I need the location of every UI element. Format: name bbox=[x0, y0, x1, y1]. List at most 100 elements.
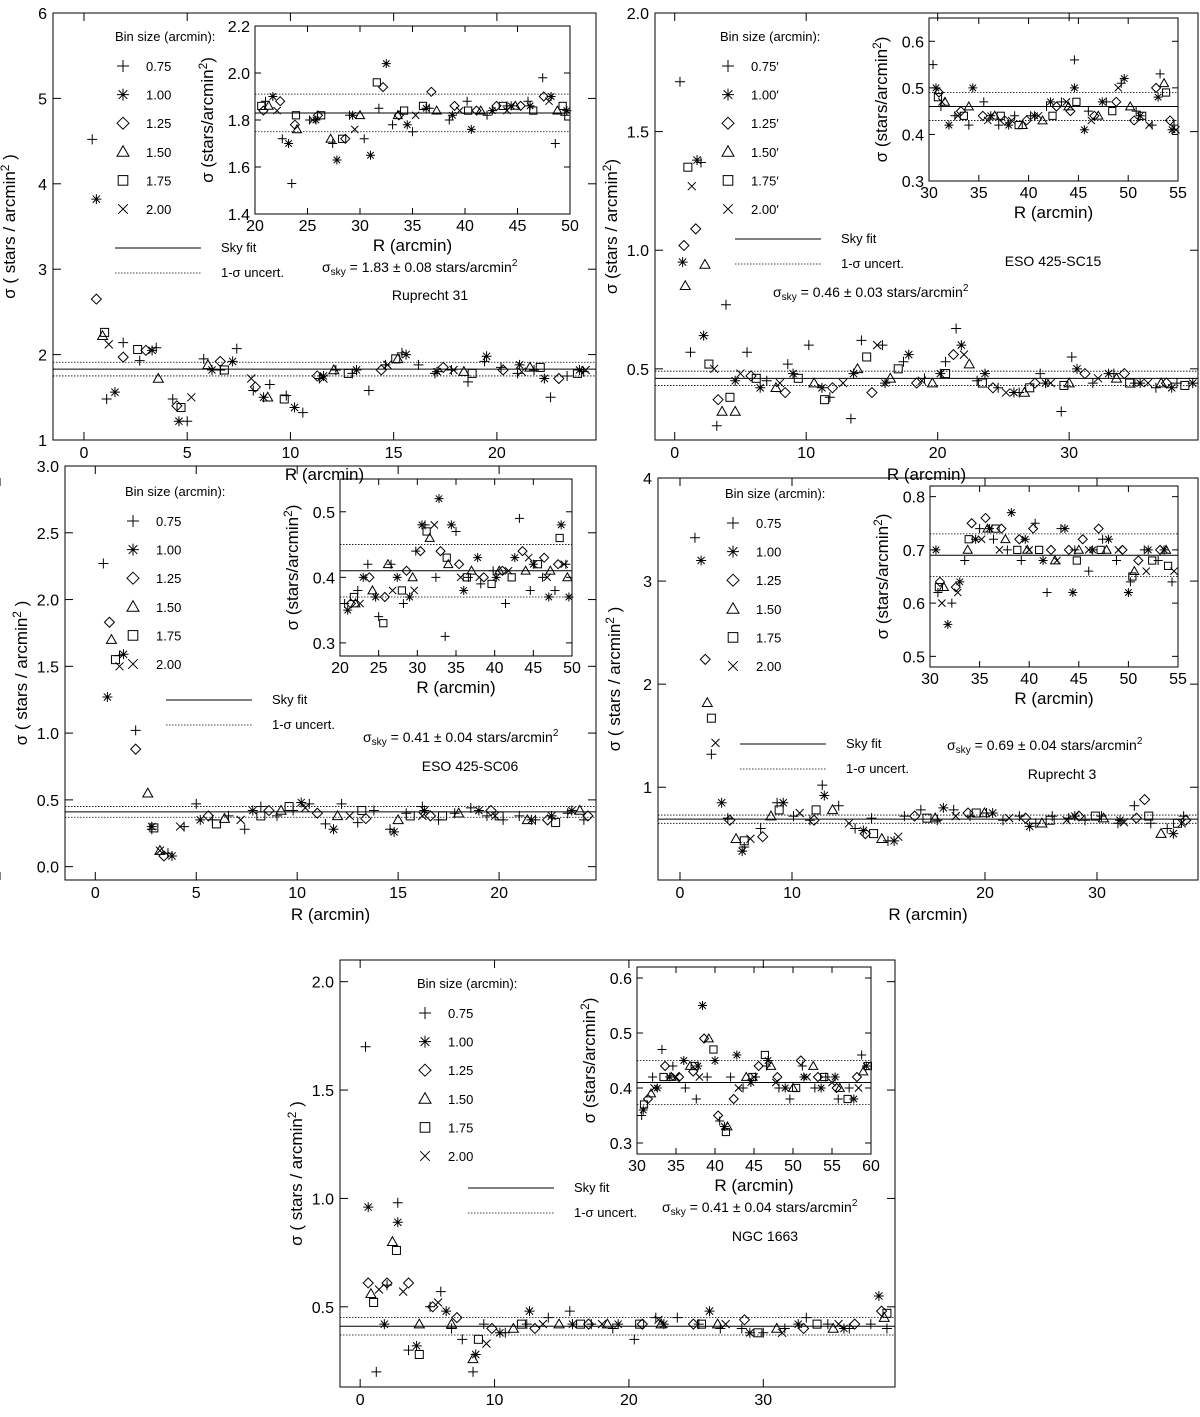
inset-data-point-bin-2 bbox=[830, 1072, 840, 1082]
data-point-bin-5 bbox=[494, 811, 504, 821]
data-point-bin-4 bbox=[884, 372, 897, 383]
inset-data-point-bin-1 bbox=[328, 139, 338, 148]
data-point-bin-4 bbox=[711, 1318, 724, 1329]
data-point-bin-3 bbox=[779, 386, 791, 399]
data-point-bin-3 bbox=[103, 616, 116, 628]
legend-marker-5 bbox=[727, 632, 739, 643]
inset-data-point-bin-5 bbox=[529, 106, 538, 115]
data-point-bin-1 bbox=[457, 1334, 468, 1345]
data-point-bin-5 bbox=[1090, 811, 1100, 821]
data-point-bin-3 bbox=[263, 804, 275, 817]
inset-data-point-bin-3 bbox=[1164, 115, 1176, 126]
inset-data-point-bin-3 bbox=[415, 545, 426, 557]
inset-data-point-bin-5 bbox=[291, 111, 301, 120]
inset-y-tick-label: 2.0 bbox=[228, 66, 250, 83]
data-point-bin-2 bbox=[289, 402, 300, 413]
inset-data-point-bin-1 bbox=[444, 115, 454, 125]
y-axis-label: σ (stars / arcmin2) bbox=[600, 159, 621, 294]
inset-data-point-bin-4 bbox=[392, 109, 404, 120]
data-point-bin-5 bbox=[343, 368, 353, 378]
inset-data-point-bin-3 bbox=[364, 572, 375, 583]
inset-data-point-bin-4 bbox=[1037, 114, 1048, 125]
inset-data-point-bin-2 bbox=[679, 1056, 689, 1065]
inset-data-point-bin-2 bbox=[447, 110, 457, 120]
data-point-bin-6 bbox=[398, 1287, 408, 1296]
uncert-legend-label: 1-σ uncert. bbox=[841, 256, 904, 271]
data-point-bin-3 bbox=[678, 239, 690, 252]
y-tick-label: 2.0 bbox=[312, 975, 334, 992]
data-point-bin-4 bbox=[507, 1322, 520, 1333]
data-point-bin-5 bbox=[133, 344, 143, 354]
inset-data-point-bin-2 bbox=[710, 1056, 720, 1065]
inset-data-point-bin-1 bbox=[431, 572, 441, 582]
data-point-bin-4 bbox=[261, 391, 274, 402]
data-point-bin-3 bbox=[485, 804, 497, 817]
inset-y-tick-label: 0.3 bbox=[610, 1136, 632, 1153]
inset-data-point-bin-3 bbox=[517, 545, 528, 557]
data-point-bin-5 bbox=[683, 162, 693, 172]
data-point-bin-1 bbox=[856, 335, 867, 346]
inset-data-point-bin-1 bbox=[550, 139, 560, 148]
inset-data-point-bin-2 bbox=[544, 592, 554, 602]
data-point-bin-4 bbox=[452, 807, 465, 818]
inset-data-point-bin-5 bbox=[418, 101, 428, 111]
x-tick-label: 30 bbox=[754, 1392, 772, 1409]
data-point-bin-1 bbox=[446, 364, 457, 375]
data-point-bin-5 bbox=[369, 1297, 379, 1307]
data-point-bin-1 bbox=[562, 808, 573, 819]
x-axis-label: R (arcmin) bbox=[291, 905, 370, 924]
inset-data-point-bin-5 bbox=[690, 1061, 699, 1071]
data-point-bin-3 bbox=[381, 1277, 393, 1289]
y-tick-label: 3.0 bbox=[37, 459, 59, 476]
inset-y-axis-label: σ (stars/arcmin2) bbox=[578, 998, 599, 1124]
data-point-bin-2 bbox=[956, 340, 967, 351]
inset-data-point-bin-2 bbox=[1167, 125, 1177, 135]
inset-data-point-bin-5 bbox=[1128, 572, 1137, 581]
inset-data-point-bin-4 bbox=[431, 105, 443, 115]
data-point-bin-6 bbox=[917, 376, 927, 386]
legend-marker-3 bbox=[726, 573, 740, 587]
inset-x-tick-label: 20 bbox=[246, 218, 264, 235]
data-point-bin-4 bbox=[154, 844, 166, 855]
data-point-bin-6 bbox=[374, 1285, 384, 1294]
inset-data-point-bin-5 bbox=[558, 101, 567, 111]
inset-data-point-bin-6 bbox=[475, 573, 484, 582]
data-point-bin-2 bbox=[147, 345, 158, 356]
inset-data-point-bin-2 bbox=[985, 524, 995, 534]
inset-data-point-bin-5 bbox=[317, 111, 326, 120]
inset-data-point-bin-3 bbox=[258, 105, 269, 116]
inset-data-point-bin-1 bbox=[1010, 111, 1020, 121]
data-point-bin-2 bbox=[1103, 368, 1114, 379]
data-point-bin-6 bbox=[1062, 815, 1071, 825]
legend-title: Bin size (arcmin): bbox=[725, 486, 825, 501]
inset-x-tick-label: 40 bbox=[456, 218, 474, 235]
data-point-bin-3 bbox=[738, 1314, 751, 1326]
inset-data-point-bin-2 bbox=[332, 155, 342, 165]
inset-data-point-bin-3 bbox=[659, 1060, 671, 1072]
inset-data-point-bin-2 bbox=[343, 605, 353, 615]
data-point-bin-3 bbox=[848, 1318, 861, 1330]
inset-y-tick-label: 0.5 bbox=[903, 649, 925, 666]
inset-data-point-bin-2 bbox=[1088, 545, 1098, 555]
sigma-sky-annotation: σsky = 0.41 ± 0.04 stars/arcmin2 bbox=[363, 728, 559, 748]
inset-chart: 30 35 40 45 50 55 60 0.3 0.4 0.5 0.6 R (arcmin) σ (s… bbox=[578, 966, 880, 1195]
inset-data-point-bin-5 bbox=[507, 573, 516, 582]
data-point-bin-1 bbox=[972, 375, 983, 386]
inset-frame bbox=[928, 17, 1179, 182]
inset-data-point-bin-2 bbox=[556, 520, 566, 530]
inset-data-point-bin-3 bbox=[1133, 555, 1144, 566]
data-point-bin-1 bbox=[586, 1319, 597, 1330]
inset-data-point-bin-3 bbox=[966, 518, 977, 529]
inset-data-point-bin-6 bbox=[734, 1084, 743, 1092]
x-tick-label: 20 bbox=[929, 445, 947, 462]
data-point-bin-1 bbox=[425, 1301, 436, 1312]
chart-panel-3: 0 5 10 15 20 0.0 0.5 1.0 1.5 2.0 2.5 3.0 R (arcmin) σ… bbox=[10, 459, 597, 924]
data-point-bin-1 bbox=[881, 1323, 892, 1334]
data-point-bin-3 bbox=[437, 361, 449, 374]
data-point-bin-3 bbox=[553, 372, 565, 385]
inset-x-tick-label: 35 bbox=[971, 671, 989, 688]
data-point-bin-6 bbox=[1119, 817, 1129, 827]
inset-data-point-bin-4 bbox=[684, 1060, 696, 1070]
inset-data-point-bin-6 bbox=[356, 599, 365, 608]
inset-data-point-bin-1 bbox=[1116, 78, 1126, 88]
